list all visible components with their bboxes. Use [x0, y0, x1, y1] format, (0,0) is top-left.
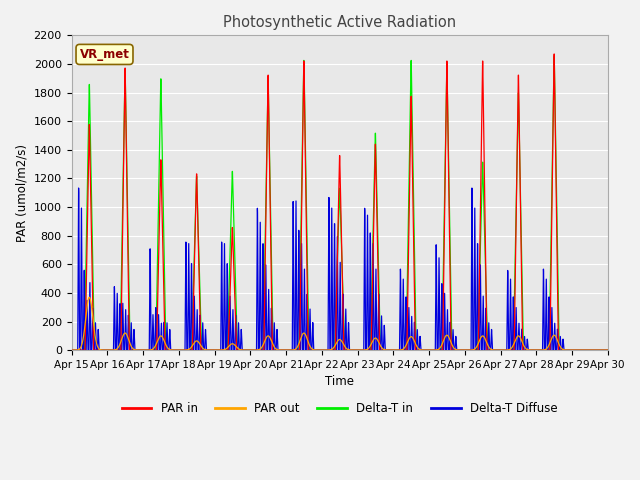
Title: Photosynthetic Active Radiation: Photosynthetic Active Radiation: [223, 15, 456, 30]
Legend: PAR in, PAR out, Delta-T in, Delta-T Diffuse: PAR in, PAR out, Delta-T in, Delta-T Dif…: [117, 397, 563, 420]
Y-axis label: PAR (umol/m2/s): PAR (umol/m2/s): [15, 144, 28, 242]
X-axis label: Time: Time: [325, 375, 354, 388]
Text: VR_met: VR_met: [79, 48, 129, 61]
